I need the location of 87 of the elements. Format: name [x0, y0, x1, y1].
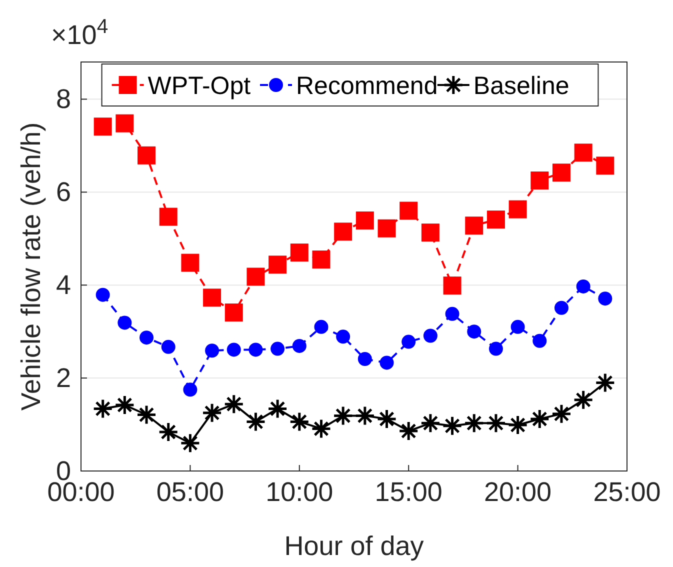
point	[114, 394, 135, 416]
point	[445, 306, 460, 321]
point	[289, 411, 310, 432]
point	[334, 222, 352, 241]
x-axis-title: Hour of day	[284, 531, 424, 561]
point	[402, 334, 416, 349]
point	[245, 411, 266, 432]
point	[486, 210, 505, 229]
y-tick-label: 4	[56, 270, 71, 300]
point	[530, 172, 549, 190]
point	[510, 320, 525, 334]
point	[314, 320, 328, 334]
point	[594, 372, 616, 393]
point	[268, 256, 287, 274]
point	[248, 342, 263, 357]
point	[573, 390, 594, 410]
legend-label: Baseline	[473, 72, 570, 100]
point	[380, 356, 394, 370]
point	[421, 224, 440, 242]
point	[224, 394, 244, 414]
point	[246, 268, 265, 286]
point	[310, 418, 332, 439]
point	[180, 432, 200, 454]
point	[270, 342, 285, 356]
point	[267, 398, 288, 419]
point	[116, 114, 134, 132]
point	[138, 146, 156, 164]
point	[158, 422, 179, 442]
point	[508, 414, 528, 436]
point	[92, 398, 114, 419]
point	[576, 279, 590, 294]
point	[554, 300, 568, 315]
point	[181, 254, 200, 272]
point	[532, 334, 547, 348]
point	[292, 338, 306, 353]
point	[161, 340, 176, 354]
point	[159, 208, 178, 226]
point	[464, 412, 484, 434]
point	[486, 412, 506, 434]
point	[551, 404, 572, 424]
x-tick-label: 25:00	[593, 477, 661, 507]
point	[202, 402, 222, 424]
point	[574, 144, 592, 162]
text: ×10$^{4}$	[51, 16, 108, 50]
point	[224, 304, 243, 322]
point	[596, 156, 614, 175]
point	[140, 330, 154, 345]
point	[398, 420, 419, 442]
point	[508, 200, 527, 218]
point	[205, 344, 220, 358]
point	[290, 244, 308, 262]
point	[356, 211, 374, 230]
point	[358, 352, 372, 366]
point	[378, 219, 396, 238]
y-tick-label: 8	[56, 84, 71, 114]
point	[442, 416, 463, 436]
point	[598, 292, 612, 306]
legend-label: Recommend	[296, 72, 438, 100]
y-tick-label: 2	[56, 363, 71, 394]
point	[118, 316, 132, 330]
point	[552, 164, 570, 182]
point	[136, 404, 157, 426]
point	[226, 342, 241, 357]
point	[203, 288, 222, 307]
point	[96, 288, 110, 302]
point	[312, 250, 330, 269]
x-tick-label: 10:00	[266, 477, 334, 507]
y-axis-title: Vehicle flow rate (veh/h)	[16, 122, 46, 411]
point	[332, 405, 354, 426]
point	[420, 412, 441, 434]
point	[443, 276, 462, 295]
point	[336, 330, 350, 344]
x-tick-label: 05:00	[156, 477, 224, 507]
point	[423, 328, 438, 343]
point	[467, 324, 482, 339]
point	[400, 202, 418, 220]
x-tick-label: 15:00	[374, 477, 442, 507]
legend-label: WPT-Opt	[148, 72, 251, 100]
point	[465, 216, 484, 235]
point	[183, 382, 198, 397]
point	[488, 342, 503, 356]
point	[94, 118, 112, 136]
point	[529, 408, 550, 430]
x-tick-label: 20:00	[484, 477, 552, 507]
y-tick-label: 6	[56, 177, 71, 208]
point	[376, 408, 398, 430]
point	[354, 405, 376, 426]
